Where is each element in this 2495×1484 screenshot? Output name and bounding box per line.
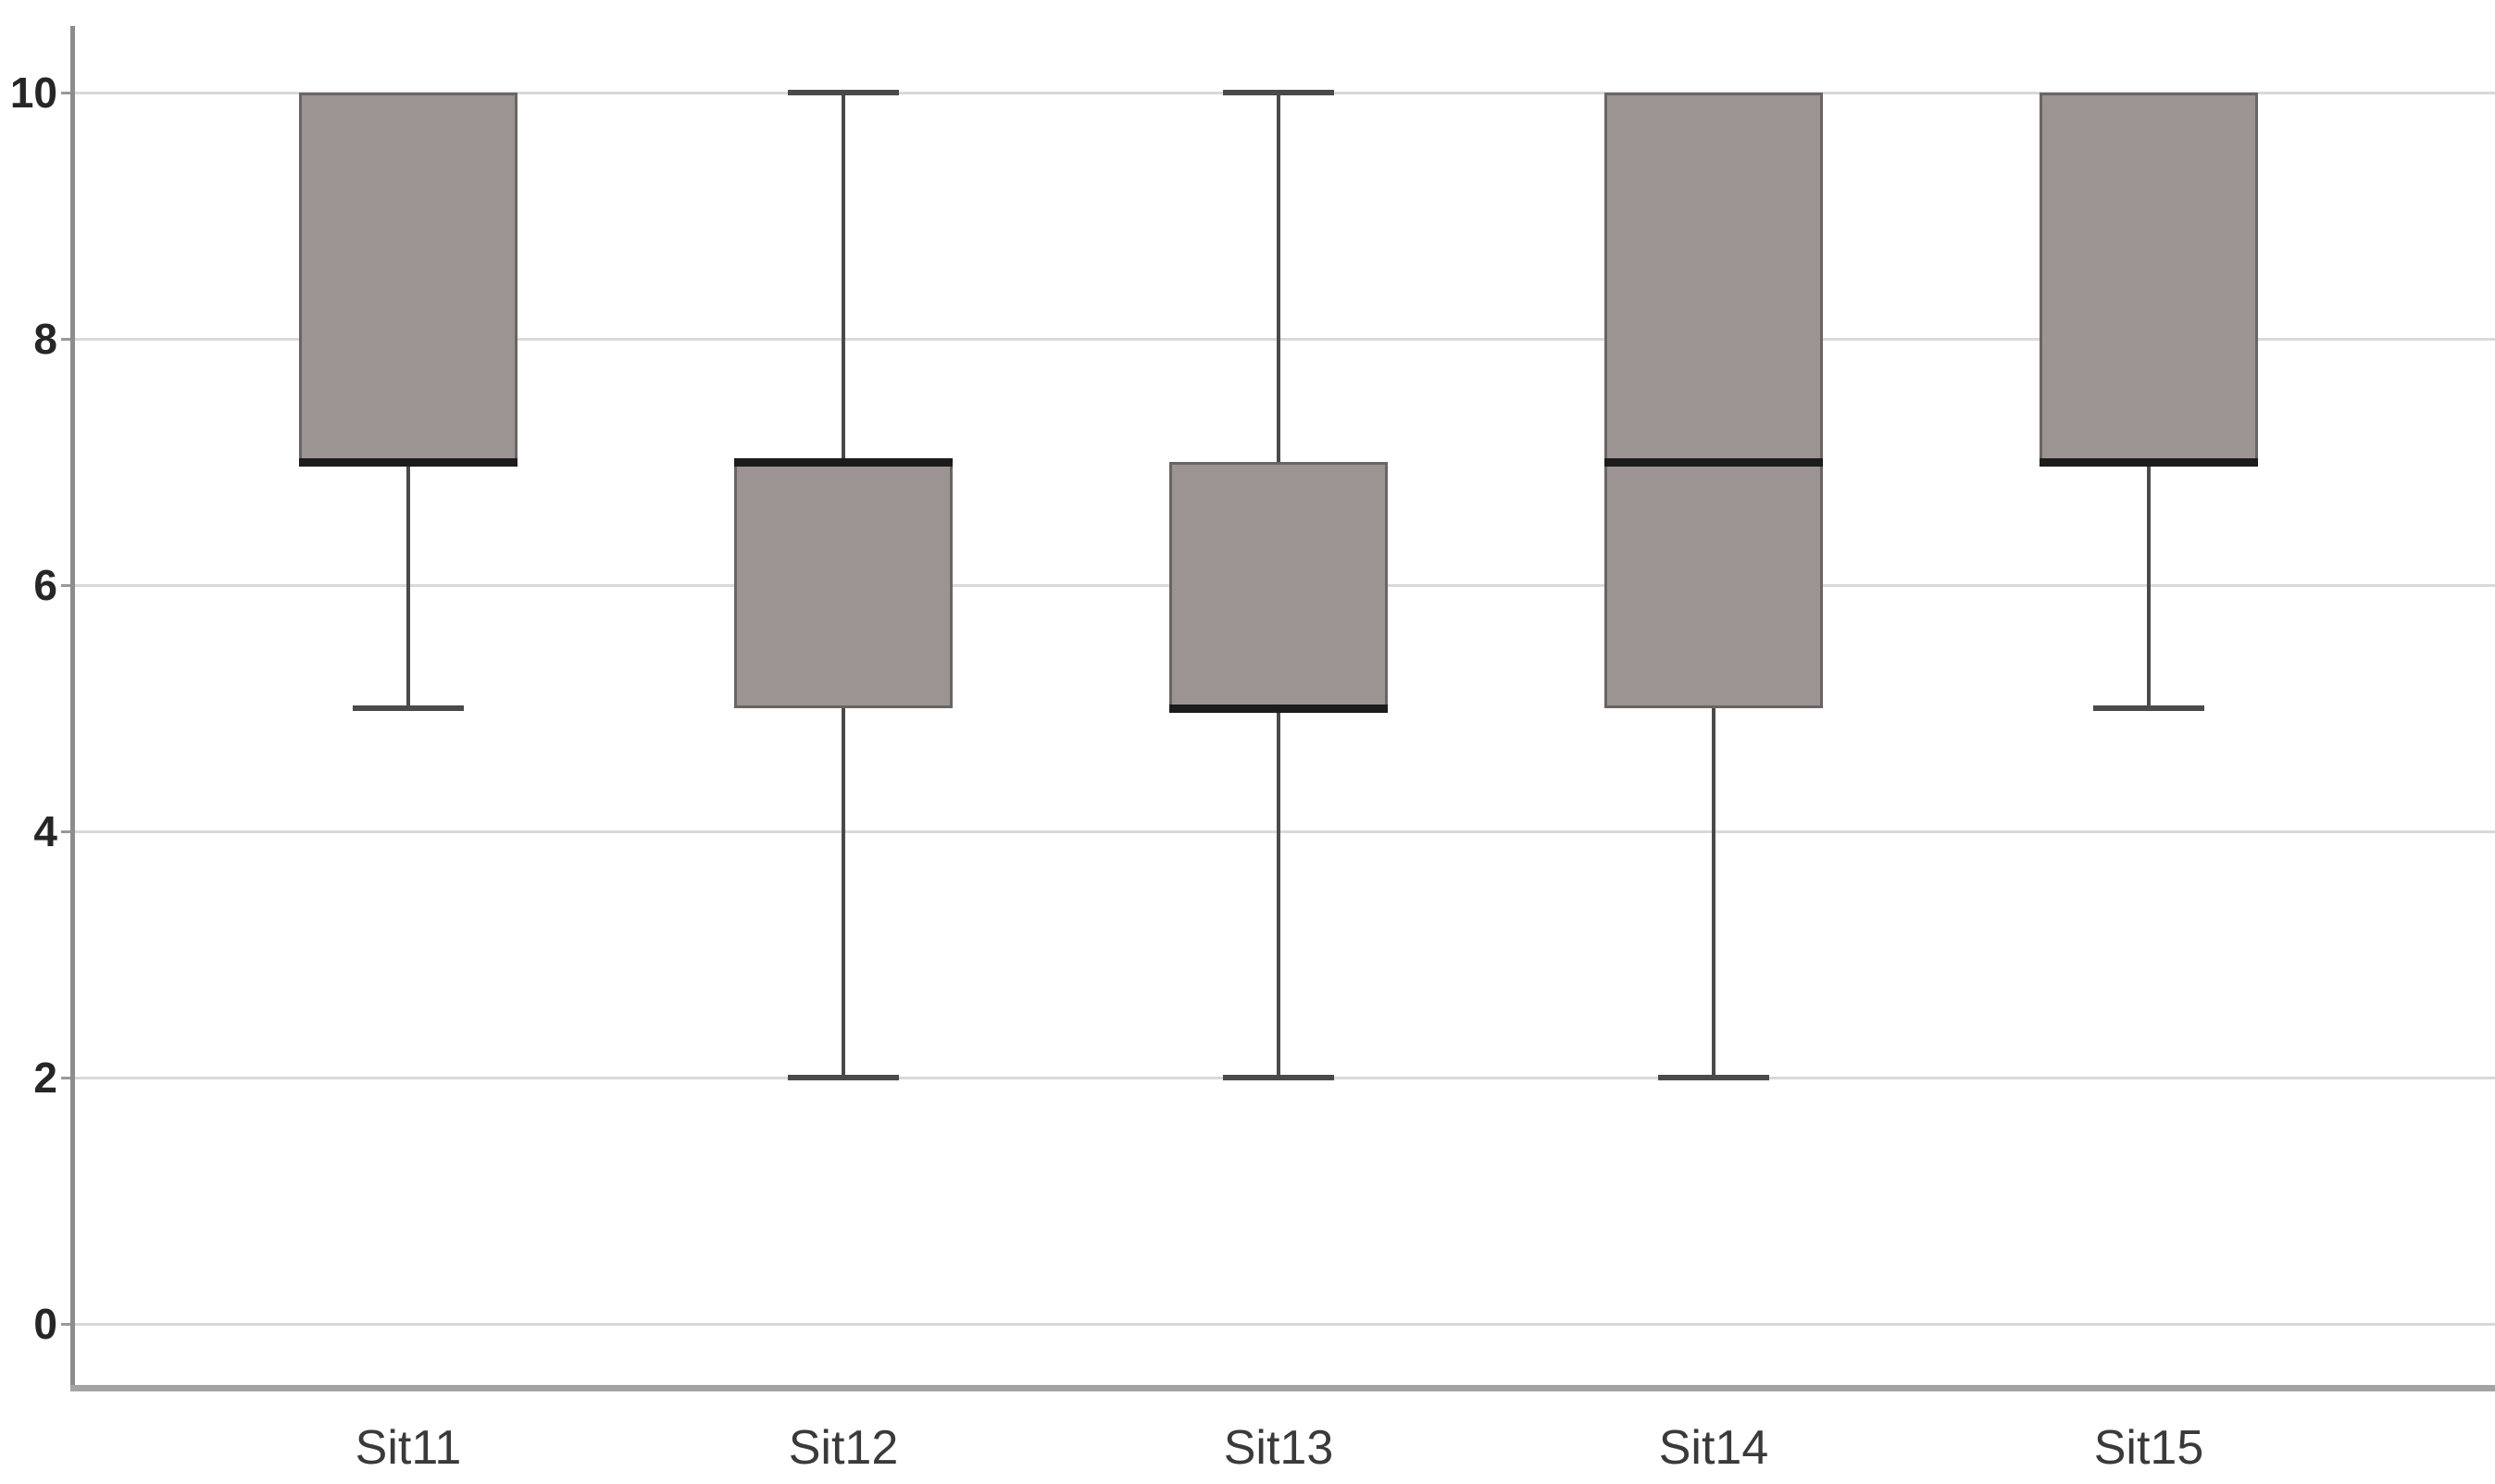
y-axis-line xyxy=(70,26,75,1391)
upper-whisker-cap-sit13 xyxy=(1223,90,1334,95)
lower-whisker-cap-sit11 xyxy=(353,705,464,711)
upper-whisker-cap-sit12 xyxy=(788,90,899,95)
y-tick-0 xyxy=(61,1323,70,1326)
y-tick-label-8: 8 xyxy=(33,315,57,363)
lower-whisker-sit15 xyxy=(2147,462,2151,708)
median-sit12 xyxy=(734,458,953,467)
box-sit15 xyxy=(2040,93,2258,462)
median-sit13 xyxy=(1169,705,1388,713)
y-tick-8 xyxy=(61,338,70,341)
box-sit14 xyxy=(1604,93,1823,708)
median-sit11 xyxy=(299,458,518,467)
y-tick-label-6: 6 xyxy=(33,561,57,609)
x-axis-label-sit14: Sit14 xyxy=(1658,1421,1769,1475)
x-axis-line xyxy=(70,1385,2495,1391)
x-axis-label-sit15: Sit15 xyxy=(2093,1421,2204,1475)
lower-whisker-sit12 xyxy=(842,708,845,1078)
lower-whisker-cap-sit15 xyxy=(2093,705,2204,711)
gridline-y-4 xyxy=(75,830,2495,833)
median-sit15 xyxy=(2040,458,2258,467)
box-sit12 xyxy=(734,462,953,708)
y-tick-6 xyxy=(61,584,70,587)
y-tick-label-2: 2 xyxy=(33,1054,57,1102)
upper-whisker-sit13 xyxy=(1277,93,1280,462)
lower-whisker-cap-sit13 xyxy=(1223,1075,1334,1080)
gridline-y-8 xyxy=(75,338,2495,341)
y-tick-label-10: 10 xyxy=(9,69,57,117)
x-axis-label-sit13: Sit13 xyxy=(1223,1421,1334,1475)
gridline-y-0 xyxy=(75,1323,2495,1326)
x-axis-label-sit12: Sit12 xyxy=(788,1421,899,1475)
y-tick-10 xyxy=(61,92,70,94)
y-tick-label-4: 4 xyxy=(33,807,57,855)
lower-whisker-cap-sit14 xyxy=(1658,1075,1769,1080)
y-tick-label-0: 0 xyxy=(33,1300,57,1348)
median-sit14 xyxy=(1604,458,1823,467)
box-sit11 xyxy=(299,93,518,462)
lower-whisker-sit14 xyxy=(1712,708,1715,1078)
box-sit13 xyxy=(1169,462,1388,708)
y-tick-2 xyxy=(61,1077,70,1079)
y-tick-4 xyxy=(61,830,70,833)
x-axis-label-sit11: Sit11 xyxy=(355,1421,462,1475)
lower-whisker-sit11 xyxy=(406,462,410,708)
lower-whisker-cap-sit12 xyxy=(788,1075,899,1080)
lower-whisker-sit13 xyxy=(1277,708,1280,1078)
upper-whisker-sit12 xyxy=(842,93,845,462)
